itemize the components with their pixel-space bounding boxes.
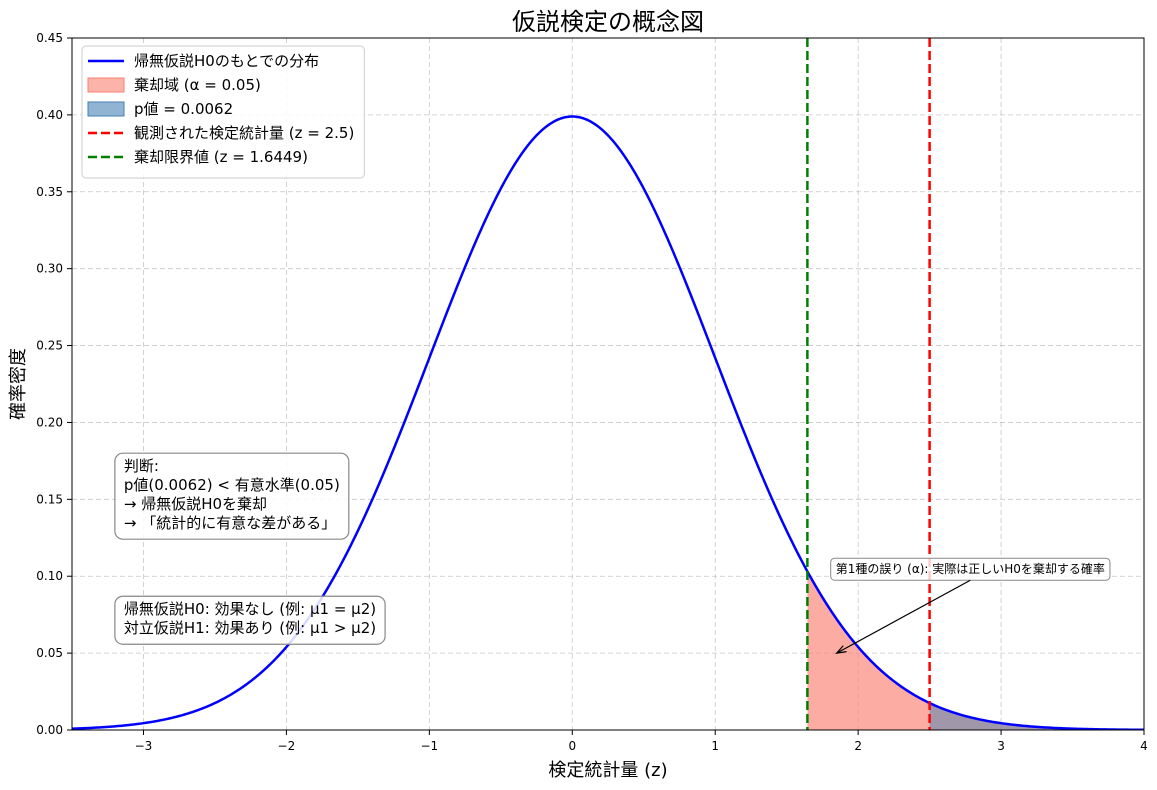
p-value-region xyxy=(929,703,1144,730)
x-tick-label: 2 xyxy=(854,739,862,753)
x-tick-label: −2 xyxy=(278,739,296,753)
y-tick-label: 0.10 xyxy=(36,569,63,583)
legend-label: p値 = 0.0062 xyxy=(134,100,233,118)
y-tick-label: 0.25 xyxy=(36,339,63,353)
judgment-box: 判断:p値(0.0062) < 有意水準(0.05)→ 帰無仮説H0を棄却→ 「… xyxy=(114,452,350,540)
hypothesis-box-line: 帰無仮説H0: 効果なし (例: μ1 = μ2) xyxy=(124,600,376,618)
y-tick-label: 0.40 xyxy=(36,108,63,122)
y-tick-label: 0.30 xyxy=(36,262,63,276)
x-tick-label: −1 xyxy=(420,739,438,753)
curve-layer xyxy=(72,115,1144,730)
judgment-box-line: p値(0.0062) < 有意水準(0.05) xyxy=(124,476,340,494)
y-axis-title: 確率密度 xyxy=(8,348,29,420)
x-axis-title: 検定統計量 (z) xyxy=(548,760,667,781)
shaded-regions xyxy=(807,571,1144,730)
axis-ticks: −3 −2 −1 0 1 2 3 4 0.00 0.05 0.10 0.15 0.20 0.25 0.30 0… xyxy=(36,31,1148,753)
plot-frame xyxy=(71,37,1145,731)
legend-frame xyxy=(81,45,365,179)
legend-label: 帰無仮説H0のもとでの分布 xyxy=(134,52,319,70)
hypothesis-box: 帰無仮説H0: 効果なし (例: μ1 = μ2)対立仮説H1: 効果あり (例… xyxy=(114,595,386,645)
legend-label: 棄却限界値 (z = 1.6449) xyxy=(134,148,308,166)
y-tick-label: 0.45 xyxy=(36,31,63,45)
vertical-lines xyxy=(806,38,931,730)
rejection-region xyxy=(807,571,1144,730)
y-tick-label: 0.00 xyxy=(36,723,63,737)
hypothesis-box-line: 対立仮説H1: 効果あり (例: μ1 > μ2) xyxy=(124,619,376,637)
legend-patch-icon xyxy=(87,101,125,117)
chart-title: 仮説検定の概念図 xyxy=(512,8,704,36)
arrow-head-icon xyxy=(835,645,847,654)
legend-label: 棄却域 (α = 0.05) xyxy=(134,76,261,94)
type1-error-annotation: 第1種の誤り (α): 実際は正しいH0を棄却する確率 xyxy=(830,557,1111,654)
judgment-box-line: → 「統計的に有意な差がある」 xyxy=(124,514,336,532)
hypothesis-box-frame xyxy=(114,595,386,645)
null-distribution-curve xyxy=(72,115,1144,730)
y-tick-label: 0.20 xyxy=(36,415,63,429)
annotations: 判断:p値(0.0062) < 有意水準(0.05)→ 帰無仮説H0を棄却→ 「… xyxy=(114,452,1111,654)
legend-patch-icon xyxy=(87,77,125,93)
x-tick-label: 4 xyxy=(1140,739,1148,753)
judgment-box-frame xyxy=(114,452,350,540)
judgment-box-line: → 帰無仮説H0を棄却 xyxy=(124,495,267,513)
x-tick-label: −3 xyxy=(135,739,153,753)
judgment-box-line: 判断: xyxy=(124,457,159,475)
y-tick-label: 0.35 xyxy=(36,185,63,199)
type1-error-arrow xyxy=(836,579,971,654)
x-tick-label: 1 xyxy=(711,739,719,753)
type1-error-text: 第1種の誤り (α): 実際は正しいH0を棄却する確率 xyxy=(836,561,1105,576)
x-tick-label: 0 xyxy=(568,739,576,753)
legend-label: 観測された検定統計量 (z = 2.5) xyxy=(134,124,354,142)
y-tick-label: 0.15 xyxy=(36,492,63,506)
y-tick-label: 0.05 xyxy=(36,646,63,660)
x-tick-label: 3 xyxy=(997,739,1005,753)
